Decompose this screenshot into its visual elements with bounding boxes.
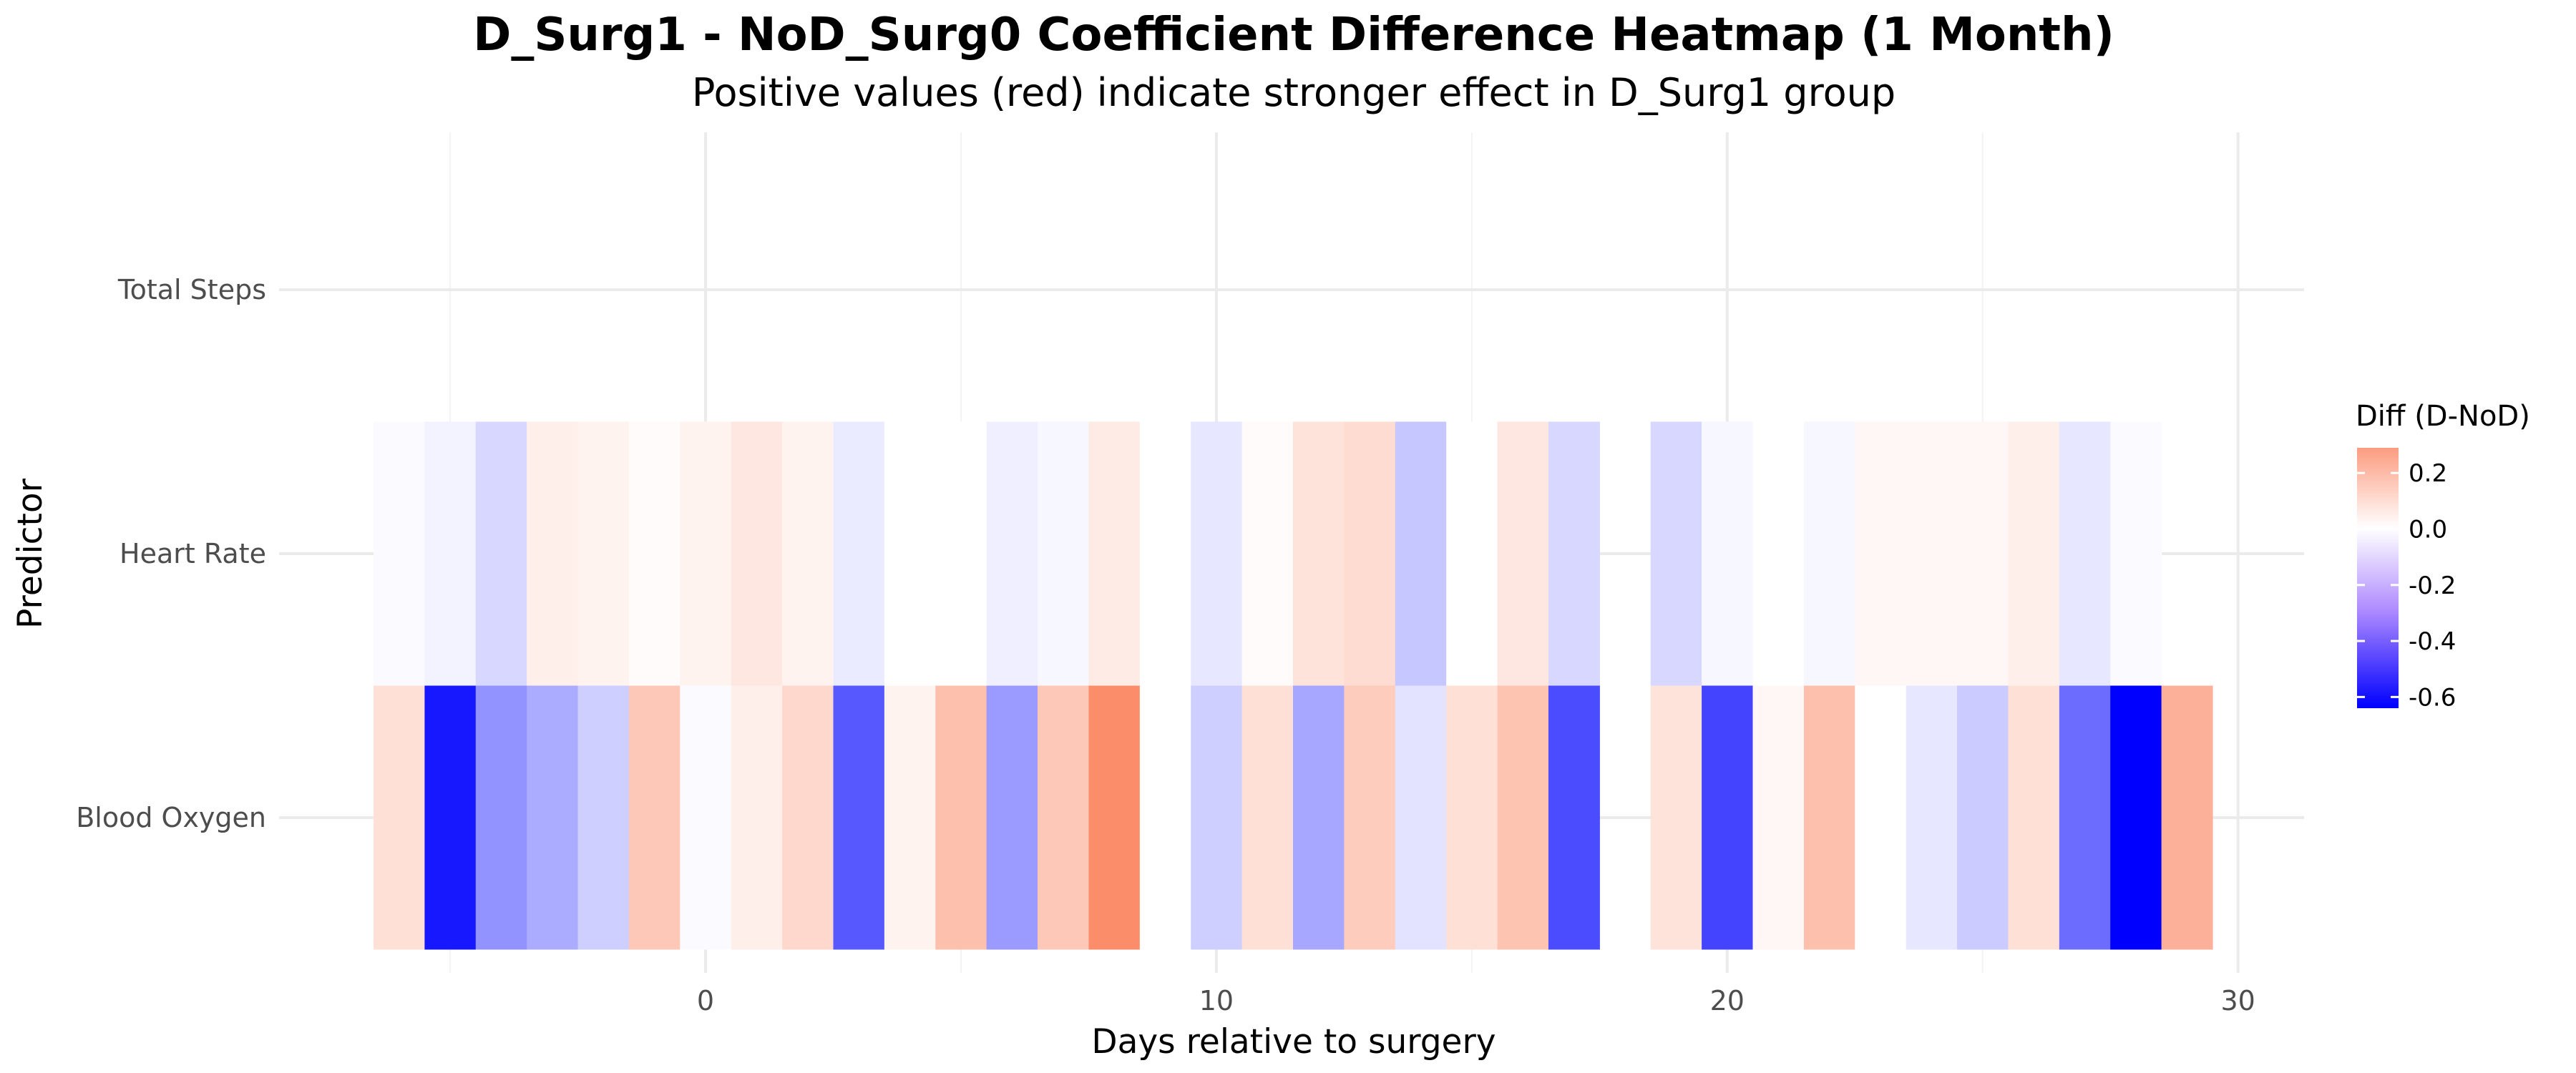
- heatmap-cell: [1038, 421, 1090, 686]
- heatmap-cell: [1088, 685, 1141, 950]
- heatmap-cell: [1497, 685, 1549, 950]
- heatmap-cell: [527, 421, 579, 686]
- heatmap-cell: [1344, 421, 1396, 686]
- heatmap-cell: [2008, 421, 2060, 686]
- chart-subtitle: Positive values (red) indicate stronger …: [692, 70, 1896, 115]
- heatmap-cell: [1446, 421, 1498, 686]
- y-tick-labels: Total Steps Heart Rate Blood Oxygen: [76, 274, 266, 833]
- legend-tick-label: -0.6: [2409, 683, 2456, 712]
- heatmap-cell: [1752, 685, 1805, 950]
- heatmap-cell: [424, 421, 477, 686]
- heatmap-cell: [2059, 421, 2111, 686]
- heatmap-cell: [1293, 421, 1345, 686]
- legend-colorbar: [2357, 448, 2399, 708]
- heatmap-cell: [833, 421, 885, 686]
- heatmap-cell: [833, 685, 885, 950]
- heatmap-cell: [1803, 421, 1855, 686]
- heatmap-cell: [1803, 685, 1855, 950]
- heatmap-cell: [1752, 421, 1805, 686]
- heatmap-cell: [1293, 685, 1345, 950]
- heatmap-cell: [1957, 421, 2009, 686]
- heatmap-cell: [2161, 685, 2213, 950]
- y-axis-title: Predictor: [11, 478, 50, 629]
- heatmap-cell: [986, 421, 1038, 686]
- heatmap-cell: [527, 685, 579, 950]
- legend-tick-label: 0.0: [2409, 516, 2447, 544]
- heatmap-cell: [1548, 685, 1600, 950]
- heatmap-cell: [680, 421, 732, 686]
- x-tick-label: 20: [1710, 985, 1745, 1016]
- heatmap-cell: [1038, 685, 1090, 950]
- legend-title: Diff (D-NoD): [2356, 400, 2530, 433]
- heatmap-cell: [2008, 685, 2060, 950]
- heatmap-cell: [1650, 421, 1702, 686]
- heatmap-cell: [1395, 685, 1447, 950]
- heatmap-cell: [782, 685, 834, 950]
- x-tick-label: 0: [697, 985, 714, 1016]
- heatmap-cell: [680, 685, 732, 950]
- heatmap-cell: [1446, 685, 1498, 950]
- heatmap-cell: [1191, 421, 1243, 686]
- y-tick-label: Blood Oxygen: [76, 802, 266, 833]
- heatmap-cell: [1855, 685, 1907, 950]
- heatmap-cell: [1395, 421, 1447, 686]
- heatmap-cell: [1139, 685, 1191, 950]
- legend-tick-label: -0.2: [2409, 572, 2456, 600]
- heatmap-cell: [424, 685, 477, 950]
- x-tick-labels: 0 10 20 30: [697, 985, 2255, 1016]
- heatmap-cell: [884, 685, 936, 950]
- y-tick-label: Total Steps: [117, 274, 266, 305]
- legend: Diff (D-NoD) 0.2 0.0 -0.2 -0.4 -0.6: [2356, 400, 2530, 712]
- heatmap-cell: [1702, 421, 1754, 686]
- heatmap-cell: [2110, 685, 2162, 950]
- heatmap-cell: [1088, 421, 1141, 686]
- heatmap-cell: [731, 421, 783, 686]
- heatmap-cell: [731, 685, 783, 950]
- heatmap-cell: [1957, 685, 2009, 950]
- heatmap-cell: [935, 421, 987, 686]
- x-tick-label: 10: [1199, 985, 1234, 1016]
- heatmap-cell: [1906, 421, 1958, 686]
- heatmap-cell: [2110, 421, 2162, 686]
- legend-tick-label: -0.4: [2409, 627, 2456, 656]
- heatmap-cell: [1191, 685, 1243, 950]
- x-axis-title: Days relative to surgery: [1091, 1022, 1496, 1062]
- heatmap-cell: [884, 421, 936, 686]
- heatmap-cell: [1650, 685, 1702, 950]
- legend-ticks: 0.2 0.0 -0.2 -0.4 -0.6: [2357, 459, 2456, 712]
- heatmap-cell: [577, 421, 630, 686]
- heatmap-cell: [374, 421, 425, 686]
- heatmap-cell: [577, 685, 630, 950]
- heatmap-cell: [2059, 685, 2111, 950]
- heatmap-cell: [1855, 421, 1907, 686]
- heatmap-cells: [374, 421, 2213, 950]
- heatmap-cell: [374, 685, 425, 950]
- heatmap-cell: [1548, 421, 1600, 686]
- heatmap-cell: [1906, 685, 1958, 950]
- heatmap-cell: [475, 421, 527, 686]
- chart-title: D_Surg1 - NoD_Surg0 Coefficient Differen…: [473, 9, 2114, 62]
- heatmap-cell: [628, 685, 680, 950]
- heatmap-cell: [1139, 421, 1191, 686]
- heatmap-cell: [1241, 421, 1294, 686]
- heatmap-cell: [935, 685, 987, 950]
- heatmap-cell: [1702, 685, 1754, 950]
- legend-tick-label: 0.2: [2409, 459, 2447, 488]
- heatmap-cell: [1497, 421, 1549, 686]
- heatmap-cell: [628, 421, 680, 686]
- heatmap-cell: [782, 421, 834, 686]
- heatmap-cell: [1344, 685, 1396, 950]
- y-tick-label: Heart Rate: [119, 538, 266, 569]
- heatmap-cell: [986, 685, 1038, 950]
- x-tick-label: 30: [2221, 985, 2255, 1016]
- heatmap-cell: [475, 685, 527, 950]
- heatmap-cell: [1241, 685, 1294, 950]
